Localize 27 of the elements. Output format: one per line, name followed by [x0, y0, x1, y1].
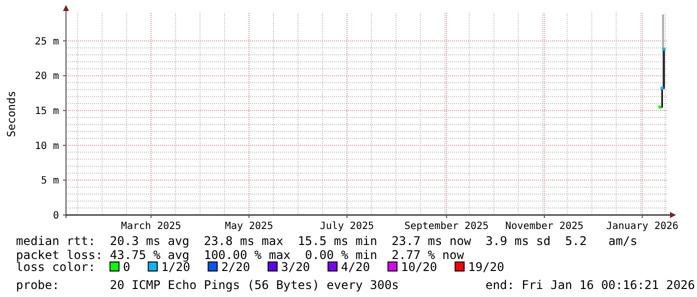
y-tick-label: 10 m	[34, 140, 59, 152]
text: packet loss: 43.75 % avg 100.00 % max 0.00 % min 2.77 % now	[16, 248, 465, 262]
y-tick-label: 0	[52, 210, 59, 222]
point	[662, 48, 666, 51]
x-tick-label: September 2025	[404, 221, 489, 232]
text: end: Fri Jan 16 00:16:21 2026	[485, 278, 695, 292]
text: 19/20	[468, 260, 504, 274]
y-tick-label: 5 m	[40, 176, 59, 187]
x-tick-label: March 2025	[120, 221, 182, 232]
x-tick-label: May 2025	[224, 221, 274, 232]
x-tick-label: November 2025	[505, 221, 584, 232]
point	[660, 86, 664, 90]
y-tick-label: 25 m	[34, 36, 59, 48]
text: 2/20	[221, 260, 250, 274]
text: median rtt: 20.3 ms avg 23.8 ms max 15.5 ms min 23.7 ms now 3.9 ms sd 5.2 am/s	[16, 234, 638, 248]
x-tick-label: January 2026	[606, 221, 678, 232]
y-tick-label: 15 m	[34, 106, 59, 118]
text: 0	[123, 260, 130, 274]
text: loss color:	[16, 260, 96, 274]
text: 10/20	[400, 260, 438, 274]
text: 3/20	[281, 260, 310, 274]
x-tick-label: July 2025	[320, 221, 374, 232]
y-axis-title: Seconds	[5, 90, 18, 138]
text: 4/20	[341, 260, 370, 274]
text: probe: 20 ICMP Echo Pings (56 Bytes) every 300s	[16, 278, 399, 292]
point	[658, 106, 662, 109]
y-tick-label: 20 m	[34, 71, 59, 82]
